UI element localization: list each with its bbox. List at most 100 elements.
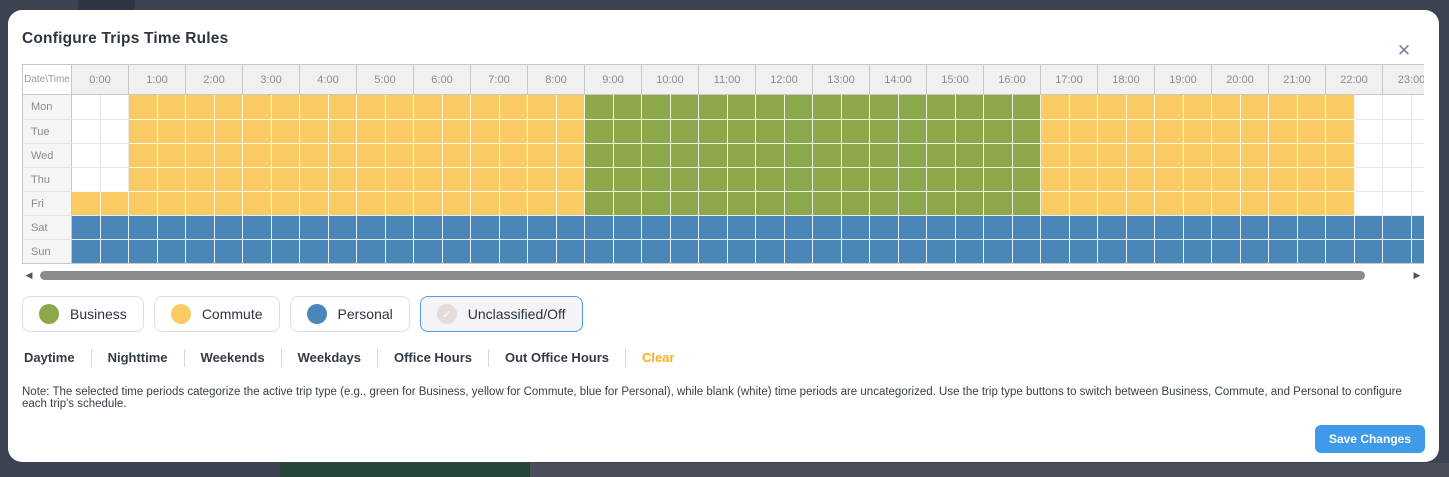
time-cell-personal[interactable] [100, 239, 129, 263]
time-cell-personal[interactable] [442, 239, 471, 263]
time-cell-off[interactable] [1411, 119, 1424, 143]
time-cell-commute[interactable] [499, 191, 528, 215]
preset-button-daytime[interactable]: Daytime [22, 349, 92, 367]
time-cell-commute[interactable] [157, 143, 186, 167]
time-cell-personal[interactable] [129, 215, 158, 239]
time-cell-commute[interactable] [243, 95, 272, 119]
time-cell-business[interactable] [841, 191, 870, 215]
time-cell-business[interactable] [813, 167, 842, 191]
close-icon[interactable]: ✕ [1393, 40, 1415, 62]
time-cell-business[interactable] [984, 191, 1013, 215]
time-cell-off[interactable] [1411, 191, 1424, 215]
scrollbar-track[interactable] [40, 270, 1406, 280]
time-grid-scroll-area[interactable]: Date\Time 0:00 1:00 2:00 3:00 4:00 5:00 6:00 7:… [22, 64, 1424, 264]
time-cell-business[interactable] [727, 191, 756, 215]
time-cell-personal[interactable] [1126, 239, 1155, 263]
time-cell-commute[interactable] [328, 95, 357, 119]
time-cell-business[interactable] [585, 119, 614, 143]
time-cell-personal[interactable] [870, 215, 899, 239]
time-cell-commute[interactable] [556, 191, 585, 215]
time-cell-personal[interactable] [1297, 239, 1326, 263]
time-cell-business[interactable] [642, 119, 671, 143]
time-cell-personal[interactable] [471, 215, 500, 239]
time-cell-commute[interactable] [129, 191, 158, 215]
time-cell-commute[interactable] [328, 143, 357, 167]
time-cell-commute[interactable] [1155, 119, 1184, 143]
time-cell-personal[interactable] [1155, 239, 1184, 263]
time-cell-business[interactable] [1012, 191, 1041, 215]
time-cell-personal[interactable] [385, 239, 414, 263]
time-cell-business[interactable] [784, 143, 813, 167]
time-cell-commute[interactable] [243, 167, 272, 191]
time-cell-business[interactable] [585, 167, 614, 191]
time-cell-personal[interactable] [613, 215, 642, 239]
time-cell-personal[interactable] [471, 239, 500, 263]
time-cell-commute[interactable] [1326, 167, 1355, 191]
time-cell-commute[interactable] [1212, 167, 1241, 191]
time-cell-commute[interactable] [1240, 167, 1269, 191]
time-cell-commute[interactable] [129, 143, 158, 167]
time-cell-personal[interactable] [784, 239, 813, 263]
legend-button-commute[interactable]: Commute [153, 296, 280, 332]
time-cell-off[interactable] [1383, 95, 1412, 119]
time-cell-commute[interactable] [1098, 191, 1127, 215]
time-cell-commute[interactable] [556, 167, 585, 191]
time-cell-commute[interactable] [1126, 95, 1155, 119]
time-cell-personal[interactable] [841, 239, 870, 263]
time-cell-personal[interactable] [1069, 239, 1098, 263]
time-cell-commute[interactable] [271, 119, 300, 143]
time-cell-personal[interactable] [984, 215, 1013, 239]
time-cell-personal[interactable] [243, 239, 272, 263]
time-cell-business[interactable] [670, 167, 699, 191]
time-cell-personal[interactable] [1126, 215, 1155, 239]
time-cell-commute[interactable] [1126, 143, 1155, 167]
time-cell-commute[interactable] [471, 143, 500, 167]
time-cell-commute[interactable] [271, 167, 300, 191]
time-cell-commute[interactable] [243, 143, 272, 167]
time-cell-business[interactable] [813, 95, 842, 119]
time-cell-business[interactable] [1012, 95, 1041, 119]
time-cell-business[interactable] [984, 143, 1013, 167]
time-cell-personal[interactable] [756, 215, 785, 239]
preset-button-office-hours[interactable]: Office Hours [378, 349, 489, 367]
time-cell-personal[interactable] [841, 215, 870, 239]
time-cell-personal[interactable] [414, 215, 443, 239]
time-cell-business[interactable] [585, 143, 614, 167]
time-cell-personal[interactable] [72, 239, 101, 263]
time-cell-commute[interactable] [471, 95, 500, 119]
time-cell-personal[interactable] [1098, 239, 1127, 263]
time-cell-commute[interactable] [471, 167, 500, 191]
time-cell-commute[interactable] [1183, 167, 1212, 191]
time-cell-commute[interactable] [1041, 167, 1070, 191]
time-cell-commute[interactable] [556, 143, 585, 167]
time-cell-business[interactable] [955, 191, 984, 215]
time-cell-commute[interactable] [471, 191, 500, 215]
time-cell-personal[interactable] [613, 239, 642, 263]
time-cell-commute[interactable] [328, 191, 357, 215]
time-cell-off[interactable] [1383, 119, 1412, 143]
time-cell-personal[interactable] [1098, 215, 1127, 239]
time-cell-personal[interactable] [300, 215, 329, 239]
time-cell-personal[interactable] [585, 215, 614, 239]
time-cell-personal[interactable] [157, 239, 186, 263]
time-cell-business[interactable] [1012, 119, 1041, 143]
time-cell-commute[interactable] [1098, 95, 1127, 119]
time-cell-commute[interactable] [1269, 191, 1298, 215]
time-cell-commute[interactable] [357, 167, 386, 191]
time-cell-commute[interactable] [300, 143, 329, 167]
time-cell-commute[interactable] [1155, 167, 1184, 191]
time-cell-personal[interactable] [556, 215, 585, 239]
time-cell-commute[interactable] [1326, 95, 1355, 119]
time-cell-commute[interactable] [214, 119, 243, 143]
time-cell-commute[interactable] [214, 95, 243, 119]
time-cell-business[interactable] [613, 95, 642, 119]
time-cell-commute[interactable] [1269, 95, 1298, 119]
time-cell-commute[interactable] [1069, 95, 1098, 119]
time-cell-off[interactable] [1383, 167, 1412, 191]
time-cell-commute[interactable] [1212, 143, 1241, 167]
time-cell-personal[interactable] [1012, 215, 1041, 239]
time-cell-commute[interactable] [1240, 119, 1269, 143]
time-cell-business[interactable] [927, 95, 956, 119]
time-cell-personal[interactable] [499, 239, 528, 263]
time-cell-off[interactable] [1411, 143, 1424, 167]
